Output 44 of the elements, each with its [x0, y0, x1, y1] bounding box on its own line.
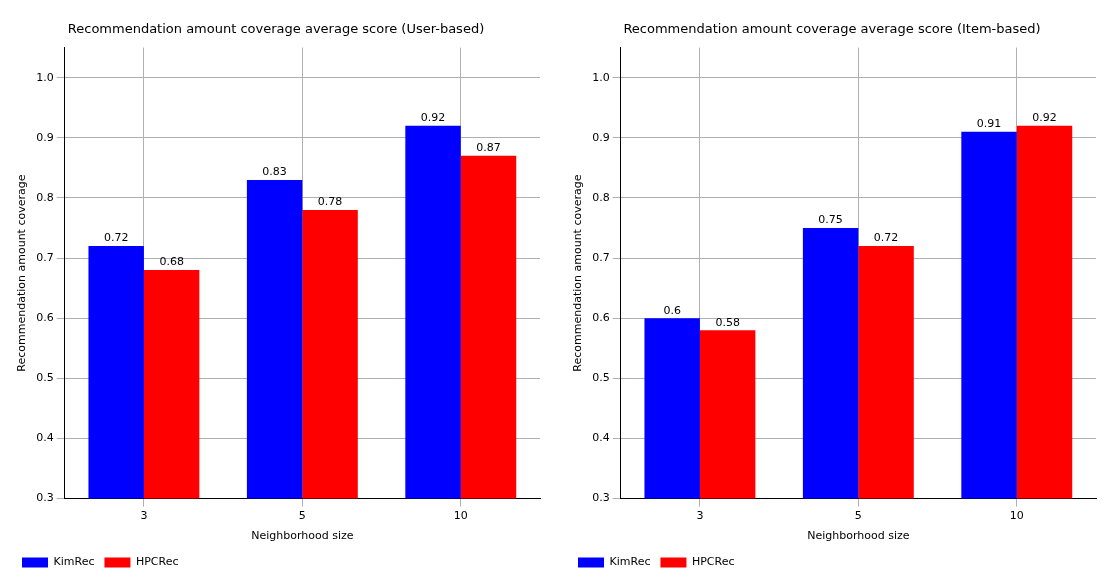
y-tick-label: 0.9 [592, 130, 610, 144]
data-label: 0.87 [476, 141, 501, 155]
x-tick-label: 10 [453, 509, 468, 523]
x-axis-title: Neighborhood size [807, 529, 910, 543]
chart-title: Recommendation amount coverage average score (User-based) [67, 21, 485, 37]
y-tick-label: 0.3 [592, 491, 610, 505]
y-tick-label: 1.0 [36, 70, 54, 84]
data-label: 0.91 [976, 117, 1002, 131]
data-label: 0.72 [873, 231, 899, 245]
data-label: 0.72 [103, 231, 129, 245]
y-tick-label: 0.3 [36, 491, 54, 505]
y-tick-label: 0.6 [36, 311, 54, 325]
data-label: 0.78 [317, 195, 343, 209]
legend-label: KimRec [53, 555, 95, 569]
x-tick-label: 3 [696, 509, 704, 523]
x-tick-label: 10 [1009, 509, 1024, 523]
y-tick-label: 0.7 [592, 250, 610, 264]
y-tick-label: 0.4 [36, 431, 54, 445]
y-tick-label: 0.8 [592, 190, 610, 204]
y-axis-title: Recommendation amount coverage [15, 174, 29, 372]
data-label: 0.6 [663, 303, 681, 317]
data-label: 0.83 [262, 165, 287, 179]
y-tick-label: 1.0 [592, 70, 610, 84]
y-tick-label: 0.9 [36, 130, 54, 144]
y-tick-label: 0.6 [592, 311, 610, 325]
legend-label: HPCRec [691, 555, 735, 569]
x-axis-title: Neighborhood size [251, 529, 354, 543]
data-label: 0.75 [818, 213, 843, 227]
data-label: 0.92 [420, 111, 446, 125]
data-label: 0.58 [715, 315, 740, 329]
y-axis-title: Recommendation amount coverage [571, 174, 585, 372]
y-tick-label: 0.5 [592, 371, 610, 385]
y-tick-label: 0.8 [36, 190, 54, 204]
y-tick-label: 0.7 [36, 250, 54, 264]
chart-title: Recommendation amount coverage average score (Item-based) [623, 21, 1041, 37]
y-tick-label: 0.4 [592, 431, 610, 445]
legend-label: KimRec [609, 555, 651, 569]
x-tick-label: 3 [140, 509, 148, 523]
x-tick-label: 5 [854, 509, 862, 523]
x-tick-label: 5 [298, 509, 306, 523]
y-tick-label: 0.5 [36, 371, 54, 385]
data-label: 0.68 [159, 255, 184, 269]
data-label: 0.92 [1032, 111, 1057, 125]
legend-label: HPCRec [135, 555, 179, 569]
